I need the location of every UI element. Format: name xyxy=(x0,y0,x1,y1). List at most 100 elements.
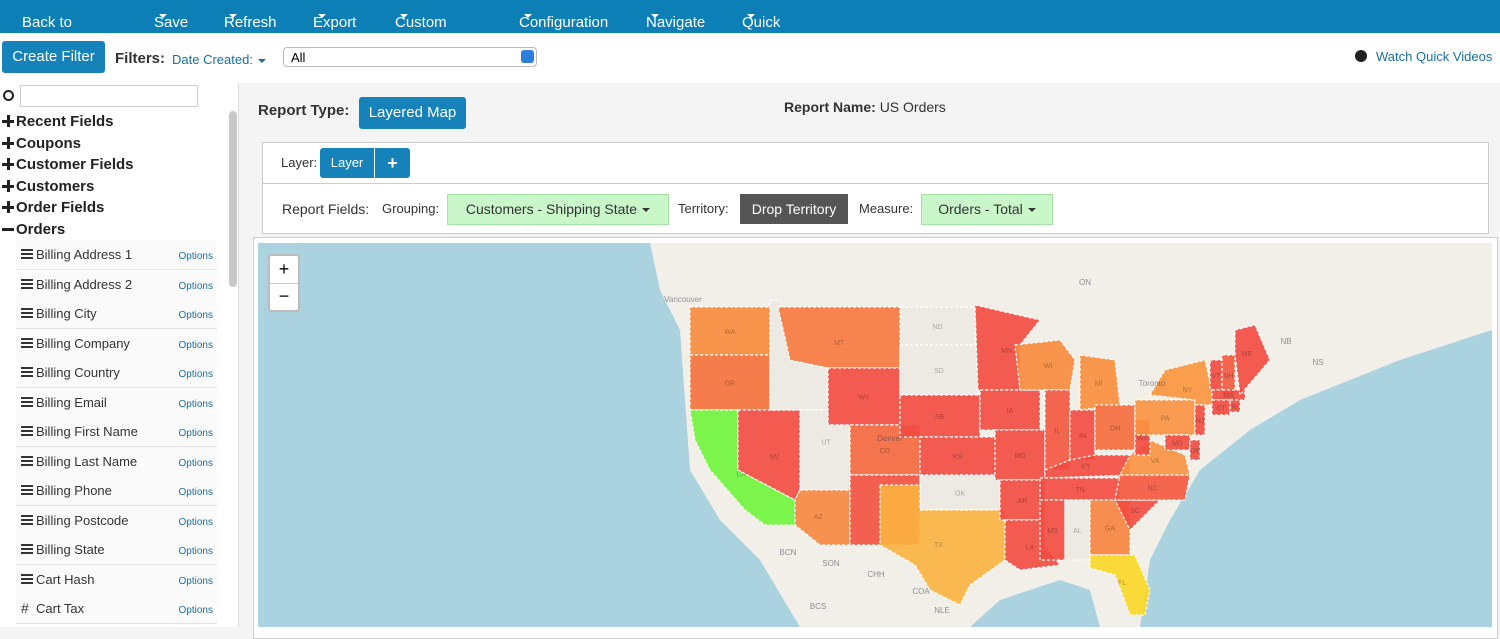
report-type-label: Report Type: xyxy=(258,102,350,119)
state[interactable] xyxy=(777,306,901,369)
zoom-out[interactable]: − xyxy=(278,286,290,306)
place-label: ON xyxy=(1079,278,1091,287)
help-link[interactable]: Watch Quick Videos xyxy=(1376,49,1493,64)
place-label: BCN xyxy=(780,548,797,557)
field-options[interactable]: Options xyxy=(178,428,213,439)
field-options[interactable]: Options xyxy=(178,339,213,351)
state-label: OR xyxy=(725,381,736,388)
field-row[interactable]: Billing First Name Options xyxy=(16,417,217,447)
state-label: NH xyxy=(1223,373,1233,380)
state-label: AZ xyxy=(814,514,824,521)
state-label: MO xyxy=(1014,453,1026,460)
filters-label: Filters: xyxy=(115,50,166,67)
grouping-field[interactable]: Customers - Shipping State xyxy=(447,194,669,225)
field-options[interactable]: Options xyxy=(178,310,213,321)
nav-item-text: Export xyxy=(313,14,357,31)
state-label: PA xyxy=(1161,416,1170,423)
territory-field[interactable]: Drop Territory xyxy=(740,194,848,224)
field-row[interactable]: Billing State Options xyxy=(16,535,217,565)
state[interactable] xyxy=(879,484,1006,606)
toolbar: Create Filter Filters: Date Created: All… xyxy=(0,33,1500,83)
select[interactable]: All xyxy=(283,47,537,67)
layer-label: Layer: xyxy=(281,155,318,170)
state[interactable] xyxy=(1234,324,1271,397)
state-label: CT xyxy=(1216,406,1226,413)
state[interactable] xyxy=(1211,389,1246,401)
state[interactable] xyxy=(1194,404,1206,436)
field-row[interactable]: Billing Country Options xyxy=(16,358,217,388)
state-label: IN xyxy=(1079,433,1086,440)
create-filter[interactable]: Create Filter xyxy=(2,41,105,73)
state[interactable] xyxy=(1229,399,1241,413)
field-group-text: Customers xyxy=(16,178,95,195)
field-options[interactable]: Options xyxy=(178,516,213,528)
field-options[interactable]: Options xyxy=(178,457,213,469)
field-row[interactable]: Billing Address 1 Options xyxy=(16,240,217,270)
field-name: Billing Last Name xyxy=(36,453,138,469)
report-name: Report Name: US Orders xyxy=(784,99,946,115)
field-options[interactable]: Options xyxy=(178,369,213,380)
field-group[interactable]: Recent Fields xyxy=(2,113,114,130)
map: WAORCANVIDMTWYUTCOAZNMNDSDNEKSOKTXMNIAMO… xyxy=(258,243,1492,627)
field-options[interactable]: Options xyxy=(178,251,213,262)
field-group[interactable]: Order Fields xyxy=(2,199,104,216)
field-group[interactable]: Coupons xyxy=(2,135,81,152)
date-filter[interactable]: Date Created: xyxy=(172,52,266,67)
place-label: CHH xyxy=(867,570,885,579)
field-name: Billing First Name xyxy=(36,424,138,439)
state[interactable] xyxy=(1014,339,1076,391)
fields-label: Report Fields: xyxy=(282,201,370,217)
field-row[interactable]: # Cart Tax Options xyxy=(16,594,217,624)
field-row[interactable]: Cart Hash Options xyxy=(16,564,217,595)
state-label: WI xyxy=(1044,363,1053,370)
layer-add[interactable]: + xyxy=(375,148,410,178)
state-label: MT xyxy=(834,340,845,347)
state-label: ND xyxy=(932,324,942,331)
field-options[interactable]: Options xyxy=(178,575,213,587)
state-label: DE xyxy=(1190,448,1200,455)
state[interactable] xyxy=(1189,439,1201,461)
field-options[interactable]: Options xyxy=(178,546,213,557)
field-name: Cart Tax xyxy=(36,601,85,616)
field-row[interactable]: Billing Company Options xyxy=(16,328,217,359)
zoom-in[interactable]: + xyxy=(270,256,298,284)
nav-item-text: Navigate xyxy=(646,14,706,31)
field-row[interactable]: Billing Email Options xyxy=(16,387,217,418)
field-group[interactable]: Customer Fields xyxy=(2,156,134,173)
field-row[interactable]: Billing Postcode Options xyxy=(16,505,217,536)
field-group[interactable]: Customers xyxy=(2,178,94,195)
field-row[interactable]: Billing Last Name Options xyxy=(16,446,217,477)
nav-bar: Back to ReportsSaveRefreshExportCustom F… xyxy=(0,0,1500,48)
state-label: NY xyxy=(1183,387,1193,394)
place-label: NB xyxy=(1280,337,1291,346)
state-label: NE xyxy=(935,414,945,421)
select-value: All xyxy=(291,50,306,65)
state[interactable] xyxy=(827,367,901,426)
state-label: FL xyxy=(1118,580,1126,587)
grouping-label: Grouping: xyxy=(382,201,440,216)
field-options[interactable]: Options xyxy=(178,398,213,410)
field-group-text: Orders xyxy=(16,221,66,238)
search-box[interactable] xyxy=(20,85,198,107)
measure-field[interactable]: Orders - Total xyxy=(921,194,1053,225)
field-row[interactable]: Billing Phone Options xyxy=(16,476,217,506)
field-row[interactable]: Billing City Options xyxy=(16,299,217,329)
field-options[interactable]: Options xyxy=(178,605,213,616)
state[interactable] xyxy=(1211,399,1231,416)
place-label: Denver xyxy=(877,434,903,443)
field-options[interactable]: Options xyxy=(178,280,213,292)
state-label: IL xyxy=(1055,428,1061,435)
state[interactable] xyxy=(1089,554,1151,616)
zoom-control: + − xyxy=(268,254,300,312)
field-name: Billing Address 1 xyxy=(36,247,133,262)
field-group-open[interactable]: Orders xyxy=(2,221,65,238)
report-type-button[interactable]: Layered Map xyxy=(359,97,466,129)
state-label: SC xyxy=(1130,508,1140,515)
state-label: KS xyxy=(953,454,963,461)
field-row[interactable]: Billing Address 2 Options xyxy=(16,269,217,300)
field-group-text: Customer Fields xyxy=(16,156,134,173)
layer-button[interactable]: Layer xyxy=(320,148,374,178)
fields-panel: Report Fields: Grouping: Customers - Shi… xyxy=(262,183,1489,234)
state-label: WV xyxy=(1137,436,1149,443)
field-options[interactable]: Options xyxy=(178,487,213,498)
